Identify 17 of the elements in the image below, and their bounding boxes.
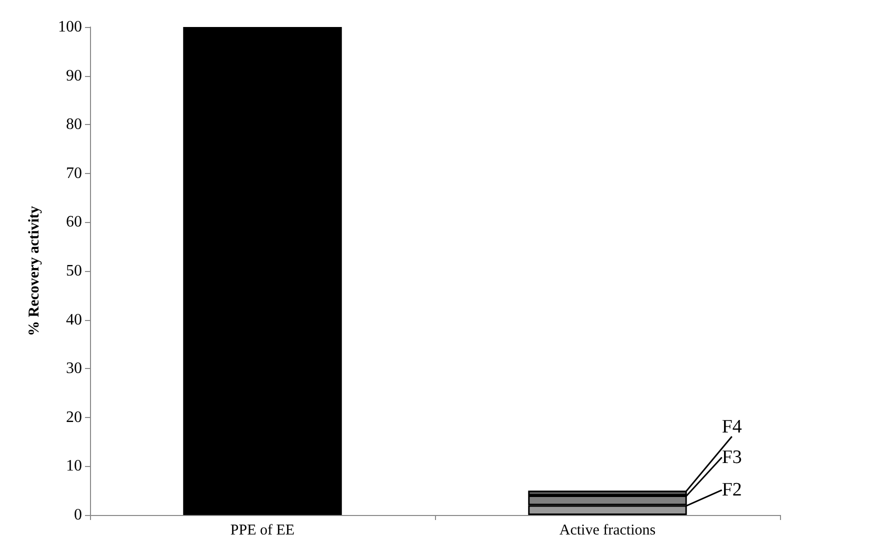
y-tick-label: 90 — [66, 67, 82, 84]
x-tick-label: PPE of EE — [230, 522, 295, 538]
legend-label: F2 — [722, 480, 742, 501]
y-tick-label: 20 — [66, 408, 82, 426]
y-tick-label: 10 — [66, 458, 82, 475]
x-tick-label: Active fractions — [559, 522, 656, 538]
text: F4 — [722, 416, 742, 438]
y-tick-label: 70 — [66, 164, 82, 182]
y-tick-label: 0 — [74, 506, 82, 524]
y-tick-label: 100 — [58, 18, 82, 36]
y-tick-label: 50 — [66, 262, 82, 280]
text: F3 — [722, 446, 742, 468]
y-tick-label: 40 — [66, 311, 82, 328]
y-tick-label: 30 — [66, 360, 82, 378]
y-tick-label: 60 — [66, 214, 82, 231]
y-axis-title: % Recovery activity — [26, 206, 42, 336]
y-tick-label: 80 — [66, 116, 82, 134]
